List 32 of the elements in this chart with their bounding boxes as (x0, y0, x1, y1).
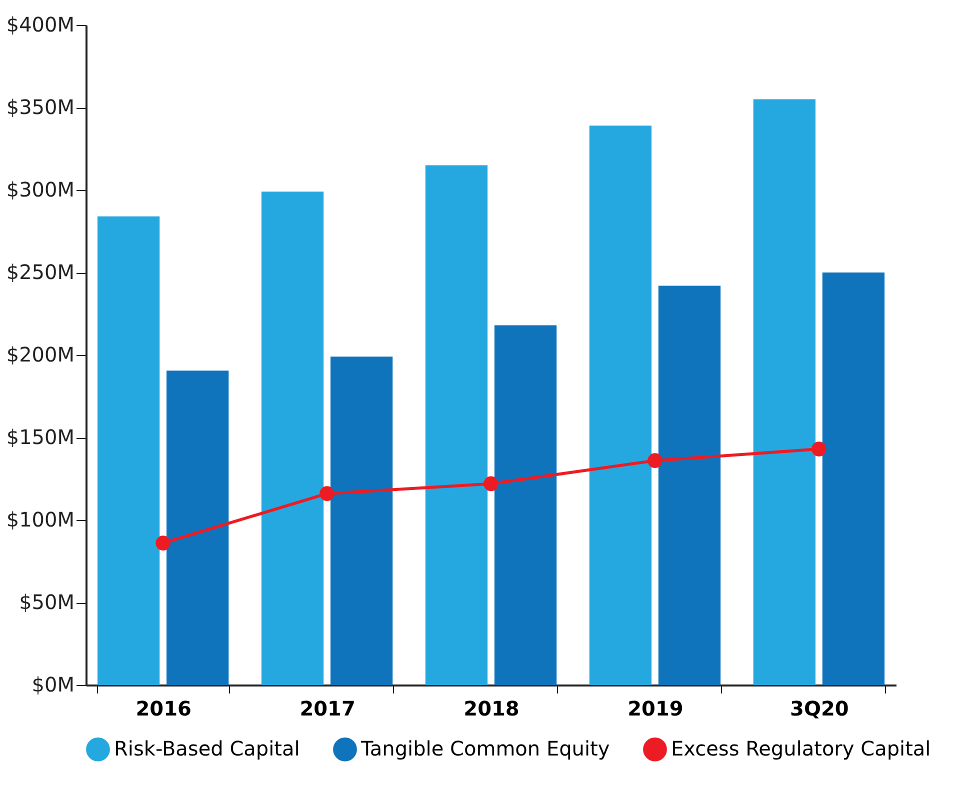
point (320, 486, 334, 501)
point (156, 536, 170, 550)
bar (822, 272, 885, 685)
bar (261, 192, 324, 685)
y-tick-label: $350M (6, 95, 74, 119)
point (484, 476, 498, 492)
bar (425, 165, 488, 685)
y-tick-label: $50M (19, 590, 74, 614)
y-tick-label: $250M (6, 260, 74, 284)
x-tick-label: 2016 (136, 696, 192, 720)
y-tick-label: $150M (6, 425, 74, 449)
y-tick-label: $400M (6, 12, 74, 36)
legend-label: Tangible Common Equity (360, 736, 610, 760)
point (812, 442, 826, 456)
bar (166, 370, 229, 685)
bar (589, 126, 652, 685)
x-tick-label: 2019 (628, 696, 684, 720)
y-tick-label: $200M (6, 342, 74, 366)
bar (658, 286, 721, 685)
bar (97, 216, 160, 685)
bar (494, 325, 557, 685)
bar (753, 99, 816, 685)
bar (330, 356, 393, 685)
legend-label: Risk-Based Capital (114, 736, 300, 760)
x-tick-label: 2018 (464, 696, 520, 720)
y-tick-label: $100M (6, 508, 74, 532)
legend-label: Excess Regulatory Capital (671, 736, 931, 760)
point (648, 453, 662, 468)
x-tick-label: 3Q20 (790, 696, 849, 720)
y-tick-label: $0M (32, 672, 74, 696)
x-tick-label: 2017 (300, 696, 356, 720)
y-tick-label: $300M (6, 178, 74, 202)
